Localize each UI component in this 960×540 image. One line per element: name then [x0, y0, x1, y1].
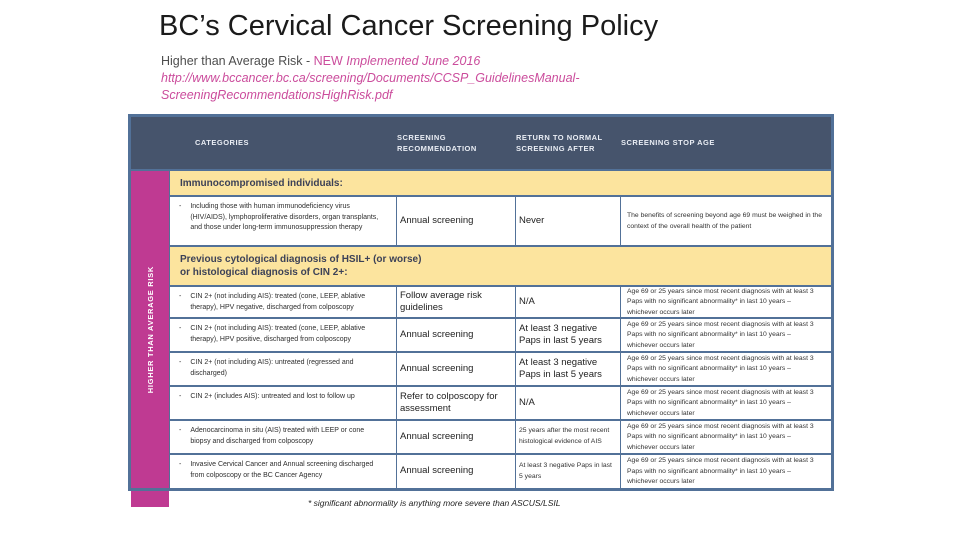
- subtitle-line: Higher than Average Risk - NEW Implement…: [161, 53, 579, 70]
- bullet: -: [179, 427, 182, 434]
- table-row-return-after: At least 3 negative Paps in last 5 years: [516, 353, 620, 385]
- header-return-to-normal: RETURN TO NORMAL SCREENING AFTER: [516, 132, 603, 153]
- table-row-return-after: Never: [516, 197, 620, 245]
- new-badge: NEW: [313, 54, 343, 68]
- subtitle-block: Higher than Average Risk - NEW Implement…: [161, 53, 579, 104]
- table-row-recommendation: Annual screening: [397, 319, 515, 351]
- header-screening-recommendation: SCREENING RECOMMENDATION: [397, 132, 477, 153]
- table-row-category: - Invasive Cervical Cancer and Annual sc…: [170, 455, 396, 488]
- bullet: -: [179, 359, 182, 366]
- risk-band-tail: [131, 491, 169, 507]
- table-row-category: - Adenocarcinoma in situ (AIS) treated w…: [170, 421, 396, 453]
- table-row-return-after: At least 3 negative Paps in last 5 years: [516, 455, 620, 488]
- section-immunocompromised: Immunocompromised individuals:: [170, 171, 831, 195]
- table-row-recommendation: Annual screening: [397, 455, 515, 488]
- table-row-stop-age: Age 69 or 25 years since most recent dia…: [621, 455, 831, 488]
- screening-policy-table: CATEGORIES SCREENING RECOMMENDATION RETU…: [128, 114, 834, 491]
- bullet: -: [179, 461, 182, 468]
- source-url-line1[interactable]: http://www.bccancer.bc.ca/screening/Docu…: [161, 71, 580, 85]
- table-row-return-after: 25 years after the most recent histologi…: [516, 421, 620, 453]
- footnote: * significant abnormality is anything mo…: [308, 498, 561, 508]
- table-row-category: - CIN 2+ (not including AIS): treated (c…: [170, 319, 396, 351]
- table-row-recommendation: Follow average risk guidelines: [397, 287, 515, 317]
- table-row-category: - CIN 2+ (not including AIS): treated (c…: [170, 287, 396, 317]
- table-row-category: - Including those with human immunodefic…: [170, 197, 396, 245]
- table-row-stop-age: Age 69 or 25 years since most recent dia…: [621, 421, 831, 453]
- bullet: -: [179, 393, 182, 400]
- higher-than-average-risk-label: HIGHER THAN AVERAGE RISK: [145, 265, 155, 394]
- bullet: -: [179, 203, 182, 210]
- page-title: BC’s Cervical Cancer Screening Policy: [159, 10, 659, 42]
- table-row-stop-age: Age 69 or 25 years since most recent dia…: [621, 353, 831, 385]
- bullet: -: [179, 293, 182, 300]
- table-row-return-after: At least 3 negative Paps in last 5 years: [516, 319, 620, 351]
- header-screening-stop-age: SCREENING STOP AGE: [621, 138, 715, 148]
- table-row-recommendation: Annual screening: [397, 421, 515, 453]
- header-categories: CATEGORIES: [195, 138, 250, 148]
- table-row-stop-age: The benefits of screening beyond age 69 …: [621, 197, 831, 245]
- source-url-line2[interactable]: ScreeningRecommendationsHighRisk.pdf: [161, 88, 393, 102]
- table-row-recommendation: Annual screening: [397, 353, 515, 385]
- table-row-stop-age: Age 69 or 25 years since most recent dia…: [621, 387, 831, 419]
- subtitle-prefix: Higher than Average Risk -: [161, 54, 314, 68]
- section-previous-diagnosis: Previous cytological diagnosis of HSIL+ …: [170, 247, 831, 285]
- table-header-row: CATEGORIES SCREENING RECOMMENDATION RETU…: [131, 117, 831, 169]
- higher-than-average-risk-band: HIGHER THAN AVERAGE RISK: [131, 171, 169, 488]
- table-row-stop-age: Age 69 or 25 years since most recent dia…: [621, 287, 831, 317]
- implemented-note: Implemented June 2016: [342, 54, 481, 68]
- table-row-stop-age: Age 69 or 25 years since most recent dia…: [621, 319, 831, 351]
- table-row-return-after: N/A: [516, 287, 620, 317]
- table-row-category: - CIN 2+ (includes AIS): untreated and l…: [170, 387, 396, 419]
- table-row-return-after: N/A: [516, 387, 620, 419]
- bullet: -: [179, 325, 182, 332]
- table-row-category: - CIN 2+ (not including AIS): untreated …: [170, 353, 396, 385]
- table-row-recommendation: Annual screening: [397, 197, 515, 245]
- table-row-recommendation: Refer to colposcopy for assessment: [397, 387, 515, 419]
